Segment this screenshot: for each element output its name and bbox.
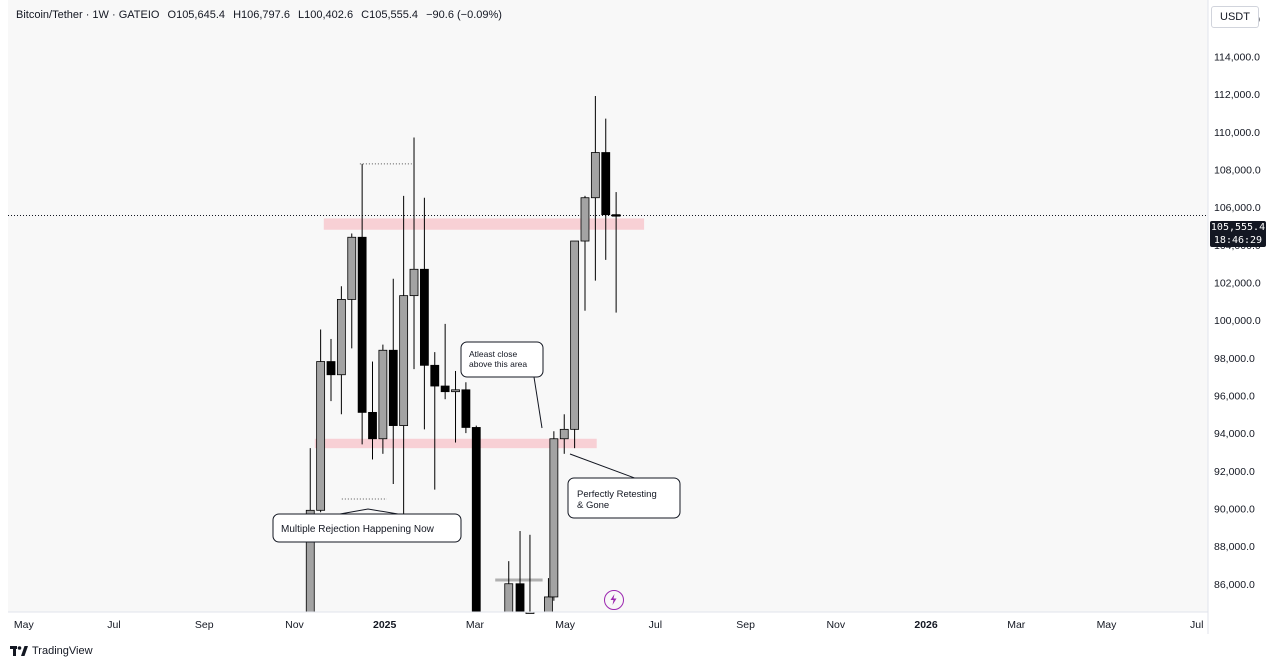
y-tick-label: 92,000.0 [1214, 466, 1255, 478]
close-value: C105,555.4 [361, 9, 419, 21]
note-retesting-box [567, 477, 681, 519]
plot-background [8, 0, 1208, 612]
y-tick-label: 94,000.0 [1214, 428, 1255, 440]
sr-zone-0 [323, 218, 645, 230]
x-tick-label: Mar [1007, 619, 1026, 631]
x-tick-label: Nov [285, 619, 304, 631]
last-price-value: 105,555.4 [1210, 222, 1266, 233]
tradingview-logo-icon[interactable] [10, 645, 28, 657]
note-close-above-text: Atleast close [469, 349, 517, 359]
x-tick-label: May [14, 619, 35, 631]
candle-body [357, 236, 367, 413]
x-tick-label: Jul [649, 619, 662, 631]
note-close-above-pointer [533, 376, 543, 429]
note-multiple-rejection-pointer [339, 508, 399, 515]
y-tick-label: 98,000.0 [1214, 353, 1255, 365]
y-tick-label: 106,000.0 [1214, 202, 1261, 214]
candle-body [368, 411, 377, 440]
candle-body [559, 428, 569, 440]
candle-body [430, 364, 440, 387]
note-retesting-text: Perfectly Retesting [577, 489, 657, 500]
guide-lines-layer [8, 163, 1208, 582]
symbol-title[interactable]: Bitcoin/Tether · 1W · GATEIO [16, 9, 160, 21]
last-price-tag: 105,555.4 18:46:29 [1210, 221, 1266, 247]
zones-layer [314, 218, 645, 449]
high-value: H106,797.6 [233, 9, 290, 21]
candle-body [347, 236, 357, 300]
y-tick-label: 108,000.0 [1214, 164, 1261, 176]
candle-body [399, 295, 409, 426]
y-tick-label: 96,000.0 [1214, 390, 1255, 402]
note-multiple-rejection-text: Multiple Rejection Happening Now [281, 524, 435, 535]
open-value: O105,645.4 [167, 9, 226, 21]
x-tick-label: Sep [736, 619, 755, 631]
candle-body [316, 361, 326, 511]
y-tick-label: 110,000.0 [1214, 127, 1260, 139]
note-multiple-rejection-box [272, 513, 462, 543]
currency-button[interactable]: USDT [1211, 6, 1259, 28]
candle-body [570, 240, 580, 430]
footer: TradingView [10, 645, 93, 657]
change-value: −90.6 (−0.09%) [426, 9, 502, 21]
candle-body [471, 427, 481, 613]
candle-body [611, 214, 621, 217]
y-tick-label: 86,000.0 [1214, 579, 1255, 591]
lightning-icon[interactable] [604, 590, 624, 610]
candle-body [601, 152, 611, 216]
y-tick-label: 102,000.0 [1214, 277, 1261, 289]
price-axis[interactable]: 86,000.0 88,000.0 90,000.0 92,000.0 94,000.0… [1214, 14, 1261, 591]
candles-layer [305, 96, 621, 614]
candle-body [590, 152, 600, 199]
candle-body [451, 389, 460, 393]
candle-body [336, 299, 346, 376]
note-retesting-pointer [569, 453, 641, 481]
note-close-above-text: above this area [469, 359, 527, 369]
tradingview-brand[interactable]: TradingView [32, 645, 93, 657]
note-close-above-box [460, 341, 544, 378]
y-tick-label: 90,000.0 [1214, 503, 1255, 515]
low-value: L100,402.6 [298, 9, 354, 21]
candle-body [461, 389, 471, 428]
candle-body [419, 268, 429, 366]
note-retesting-text: & Gone [577, 500, 609, 511]
x-tick-label: Nov [826, 619, 845, 631]
y-tick-label: 112,000.0 [1214, 89, 1260, 101]
candle-body [409, 268, 419, 297]
x-tick-label: Jul [107, 619, 120, 631]
y-tick-label: 88,000.0 [1214, 541, 1255, 553]
candle-body [378, 349, 388, 440]
symbol-ohlc-legend: Bitcoin/Tether · 1W · GATEIO O105,645.4 … [16, 9, 507, 21]
candle-body [544, 596, 553, 613]
candle-body [440, 385, 450, 393]
y-tick-label: 114,000.0 [1214, 51, 1260, 63]
candle-body [580, 197, 590, 242]
sr-zone-1 [314, 438, 597, 449]
x-tick-label: Jul [1190, 619, 1203, 631]
x-tick-label: 2025 [373, 619, 397, 631]
x-tick-label: May [555, 619, 576, 631]
candle-body [388, 349, 398, 426]
candle-body [504, 583, 514, 613]
candle-body [326, 361, 336, 376]
x-tick-label: Sep [195, 619, 214, 631]
candle-body [515, 583, 525, 613]
candle-body [549, 438, 559, 598]
x-tick-label: 2026 [914, 619, 938, 631]
x-tick-label: Mar [466, 619, 485, 631]
y-tick-label: 100,000.0 [1214, 315, 1261, 327]
annotations-layer: Multiple Rejection Happening Now Atleast … [272, 341, 681, 543]
time-axis[interactable]: May Jul Sep Nov 2025 Mar May Jul Sep Nov 2026 Mar Ma… [14, 619, 1204, 631]
bar-countdown: 18:46:29 [1213, 235, 1263, 246]
x-tick-label: May [1097, 619, 1118, 631]
